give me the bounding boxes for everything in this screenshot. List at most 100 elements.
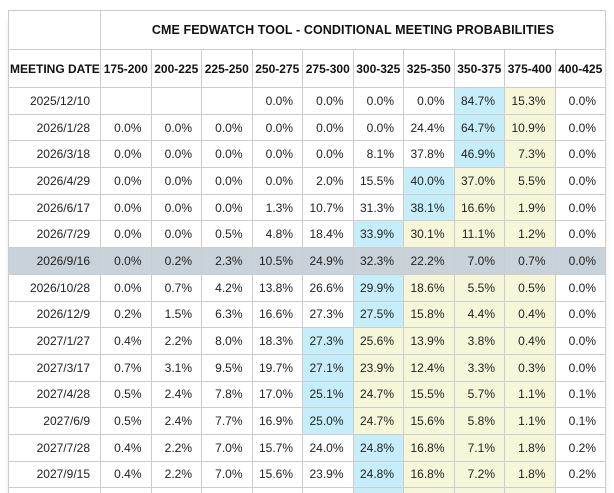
probability-cell: 15.5% bbox=[352, 167, 404, 195]
title-row: CME FEDWATCH TOOL - CONDITIONAL MEETING … bbox=[8, 10, 606, 50]
probability-cell: 27.1% bbox=[302, 353, 354, 382]
probability-cell: 7.2% bbox=[453, 460, 505, 489]
probability-cell: 22.2% bbox=[403, 247, 455, 275]
probability-cell: 25.0% bbox=[302, 407, 354, 435]
probability-cell: 24.7% bbox=[352, 380, 404, 409]
probability-cell: 0.0% bbox=[251, 140, 303, 169]
table-row[interactable]: 2027/3/17 0.7% 3.1% 9.5% 19.7% 27.1% 23.9% 12.4… bbox=[8, 353, 606, 382]
table-row[interactable]: 2026/7/29 0.0% 0.0% 0.5% 4.8% 18.4% 33.9% 30.1%… bbox=[8, 220, 606, 249]
probability-cell: 0.0% bbox=[100, 167, 152, 195]
probability-cell: 3.8% bbox=[453, 327, 505, 355]
probability-cell: 0.1% bbox=[554, 407, 606, 435]
probability-cell: 2.0% bbox=[302, 167, 354, 195]
probability-cell: 0.0% bbox=[100, 140, 152, 169]
probability-cell: 37.0% bbox=[453, 167, 505, 195]
meeting-date-cell: 2027/6/9 bbox=[8, 407, 101, 435]
probability-cell: 11.1% bbox=[453, 220, 505, 249]
probability-cell: 14.8% bbox=[251, 487, 303, 493]
probability-cell: 16.6% bbox=[453, 193, 505, 222]
probability-cell: 7.1% bbox=[453, 433, 505, 462]
probability-cell: 6.6% bbox=[201, 487, 253, 493]
meeting-date-cell: 2026/6/17 bbox=[8, 193, 101, 222]
probability-cell: 26.6% bbox=[302, 273, 354, 302]
probability-cell: 0.0% bbox=[352, 87, 404, 115]
probability-cell: 0.4% bbox=[504, 300, 556, 329]
probability-cell: 19.7% bbox=[251, 353, 303, 382]
probability-cell: 0.0% bbox=[403, 87, 455, 115]
table-row-selected[interactable]: 2026/9/16 0.0% 0.2% 2.3% 10.5% 24.9% 32.3% 22.2… bbox=[8, 247, 606, 275]
probability-cell: 2.3% bbox=[201, 247, 253, 275]
probability-cell: 10.9% bbox=[504, 113, 556, 142]
probability-cell: 24.8% bbox=[352, 433, 404, 462]
table-row[interactable]: 2025/12/10 0.0% 0.0% 0.0% 0.0% 84.7% 15.3% 0.0% bbox=[8, 87, 606, 115]
probability-cell: 17.6% bbox=[403, 487, 455, 493]
probability-cell: 0.4% bbox=[100, 460, 152, 489]
probability-cell: 46.9% bbox=[453, 140, 505, 169]
probability-cell: 0.2% bbox=[100, 300, 152, 329]
probability-cell: 0.0% bbox=[554, 220, 606, 249]
probability-cell: 24.8% bbox=[352, 460, 404, 489]
table-row[interactable]: 2026/1/28 0.0% 0.0% 0.0% 0.0% 0.0% 0.0% 24.4% 64… bbox=[8, 113, 606, 142]
table-row[interactable]: 2026/12/9 0.2% 1.5% 6.3% 16.6% 27.3% 27.5% 15.8… bbox=[8, 300, 606, 329]
meeting-date-header: MEETING DATE bbox=[8, 49, 101, 88]
probability-cell: 0.1% bbox=[554, 380, 606, 409]
probability-cell: 27.3% bbox=[302, 327, 354, 355]
probability-cell: 0.7% bbox=[100, 353, 152, 382]
probability-cell: 24.7% bbox=[352, 487, 404, 493]
probability-cell: 13.8% bbox=[251, 273, 303, 302]
probability-cell: 24.4% bbox=[403, 113, 455, 142]
table-row[interactable]: 2027/4/28 0.5% 2.4% 7.8% 17.0% 25.1% 24.7% 15.5… bbox=[8, 380, 606, 409]
table-row[interactable]: 2026/6/17 0.0% 0.0% 0.0% 1.3% 10.7% 31.3% 38.1%… bbox=[8, 193, 606, 222]
rate-range-header: 400-425 bbox=[554, 49, 606, 88]
table-row[interactable]: 2026/4/29 0.0% 0.0% 0.0% 0.0% 2.0% 15.5% 40.0% 3… bbox=[8, 167, 606, 195]
probability-cell: 0.0% bbox=[201, 140, 253, 169]
probability-cell: 30.1% bbox=[403, 220, 455, 249]
rate-range-header: 300-325 bbox=[352, 49, 404, 88]
probability-cell: 18.4% bbox=[302, 220, 354, 249]
probability-cell: 1.2% bbox=[504, 220, 556, 249]
probability-cell: 18.6% bbox=[403, 273, 455, 302]
meeting-date-cell: 2026/7/29 bbox=[8, 220, 101, 249]
probability-cell: 29.9% bbox=[352, 273, 404, 302]
probability-cell: 0.0% bbox=[100, 273, 152, 302]
meeting-date-cell: 2027/9/15 bbox=[8, 460, 101, 489]
meeting-date-cell: 2027/3/17 bbox=[8, 353, 101, 382]
meeting-date-cell: 2026/10/28 bbox=[8, 273, 101, 302]
table-row[interactable]: 2027/1/27 0.4% 2.2% 8.0% 18.3% 27.3% 25.6% 13.9… bbox=[8, 327, 606, 355]
probability-cell: 0.5% bbox=[201, 220, 253, 249]
probability-cell: 0.4% bbox=[100, 327, 152, 355]
probability-cell: 0.0% bbox=[554, 113, 606, 142]
probability-cell: 0.0% bbox=[201, 113, 253, 142]
probability-cell: 0.0% bbox=[150, 220, 202, 249]
probability-cell: 1.1% bbox=[504, 380, 556, 409]
probability-cell: 0.4% bbox=[100, 487, 152, 493]
probability-cell: 4.8% bbox=[251, 220, 303, 249]
probability-cell: 0.0% bbox=[554, 273, 606, 302]
probability-cell: 0.0% bbox=[352, 113, 404, 142]
table-row[interactable]: 2027/9/15 0.4% 2.2% 7.0% 15.6% 23.9% 24.8% 16.8… bbox=[8, 460, 606, 489]
probability-cell: 7.3% bbox=[504, 140, 556, 169]
table-row[interactable]: 2026/10/28 0.0% 0.7% 4.2% 13.8% 26.6% 29.9% 18.… bbox=[8, 273, 606, 302]
probability-cell: 0.0% bbox=[554, 300, 606, 329]
table-row[interactable]: 2027/6/9 0.5% 2.4% 7.7% 16.9% 25.0% 24.7% 15.6%… bbox=[8, 407, 606, 435]
probability-cell: 3.3% bbox=[453, 353, 505, 382]
table-row[interactable]: 2027/7/28 0.4% 2.2% 7.0% 15.7% 24.0% 24.8% 16.8… bbox=[8, 433, 606, 462]
probability-cell: 17.0% bbox=[251, 380, 303, 409]
probability-cell: 16.9% bbox=[251, 407, 303, 435]
probability-cell: 27.5% bbox=[352, 300, 404, 329]
probability-cell: 5.5% bbox=[504, 167, 556, 195]
rate-range-header: 375-400 bbox=[504, 49, 556, 88]
probability-cell: 0.3% bbox=[504, 353, 556, 382]
probability-cell: 8.0% bbox=[201, 327, 253, 355]
probability-cell: 0.0% bbox=[554, 167, 606, 195]
probability-cell: 0.0% bbox=[100, 113, 152, 142]
probability-cell: 23.1% bbox=[302, 487, 354, 493]
table-row[interactable]: 2026/3/18 0.0% 0.0% 0.0% 0.0% 0.0% 8.1% 37.8% 46… bbox=[8, 140, 606, 169]
probability-cell: 10.7% bbox=[302, 193, 354, 222]
probability-cell: 15.6% bbox=[403, 407, 455, 435]
table-row[interactable]: 2027/10/270.4%2.0%6.6%14.8%23.1%24.7%17.… bbox=[8, 487, 606, 493]
probability-cell: 0.4% bbox=[504, 327, 556, 355]
probability-cell: 1.8% bbox=[504, 433, 556, 462]
meeting-date-cell: 2027/4/28 bbox=[8, 380, 101, 409]
